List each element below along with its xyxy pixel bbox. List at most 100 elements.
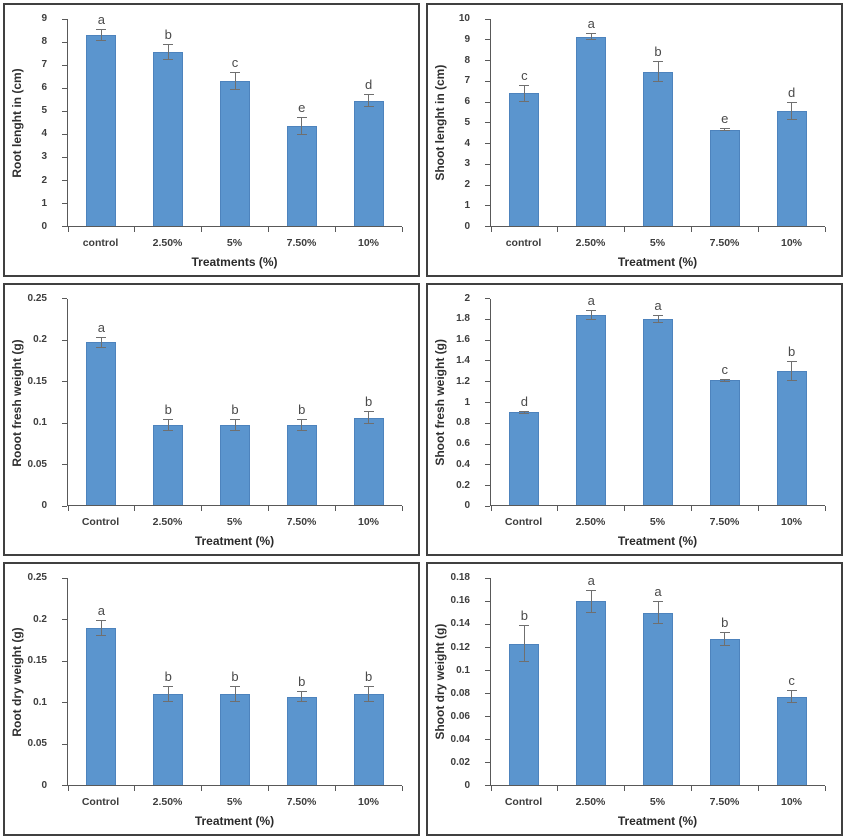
error-bar <box>162 419 174 431</box>
error-bar <box>585 33 597 40</box>
y-tick-mark <box>485 122 490 124</box>
error-bar-cap-top <box>296 116 307 118</box>
y-tick-label: 0.06 <box>450 710 470 722</box>
y-tick-label: 0.14 <box>450 618 470 630</box>
x-tick-mark <box>757 506 759 512</box>
error-bar <box>518 410 530 414</box>
error-bar-cap-top <box>586 589 597 591</box>
x-tick-mark <box>134 785 136 791</box>
error-bar-cap-top <box>653 601 663 603</box>
error-bar-cap-top <box>163 685 174 687</box>
significance-letter: a <box>587 293 595 309</box>
y-tick-mark <box>62 743 67 745</box>
y-tick-label: 0.8 <box>456 417 470 429</box>
x-tick-label: 5% <box>226 795 243 808</box>
x-tick-mark <box>824 226 826 232</box>
significance-letter: a <box>97 12 105 28</box>
significance-letter: d <box>364 76 373 92</box>
error-bar-cap-bottom <box>519 412 530 414</box>
bar-7-50 <box>709 380 740 506</box>
significance-letter: b <box>364 394 373 410</box>
y-tick-label: 0.15 <box>27 375 47 387</box>
x-tick-label: 7.50% <box>286 236 317 249</box>
y-tick-mark <box>485 402 490 403</box>
y-axis-tick-labels: 0 1 2 3 4 5 6 7 8 9 <box>5 13 57 232</box>
error-bar-cap-bottom <box>786 702 797 704</box>
error-bar-line <box>301 116 303 135</box>
y-tick-mark <box>485 670 490 672</box>
x-tick-mark <box>334 785 336 791</box>
bar-2-50 <box>576 315 607 506</box>
error-bar-cap-bottom <box>786 119 797 121</box>
error-bar <box>296 116 308 135</box>
error-bar-cap-top <box>296 690 307 692</box>
significance-letter: c <box>521 68 528 84</box>
y-tick-label: 0.2 <box>33 334 47 346</box>
significance-letter: c <box>788 672 795 688</box>
y-tick-label: 3 <box>41 151 47 163</box>
x-tick-mark <box>490 785 492 791</box>
error-bar-line <box>100 336 102 349</box>
y-tick-mark <box>485 205 490 207</box>
error-bar-cap-top <box>96 619 107 621</box>
x-tick-label: Control <box>504 795 543 808</box>
y-tick-label: 6 <box>41 82 47 94</box>
error-bar-line <box>234 419 236 431</box>
error-bar-cap-bottom <box>363 423 374 425</box>
x-tick-mark <box>134 226 136 232</box>
y-tick-label: 0.04 <box>450 733 470 745</box>
error-bar-cap-bottom <box>653 81 663 83</box>
y-tick-label: 0.1 <box>456 664 470 676</box>
error-bar <box>585 310 597 321</box>
y-tick-label: 0 <box>464 220 470 232</box>
y-tick-label: 9 <box>464 33 470 45</box>
error-bar-cap-bottom <box>653 623 663 625</box>
error-bar-cap-top <box>786 360 797 362</box>
y-axis-tick-labels: 0 0.2 0.4 0.6 0.8 1 1.2 1.4 1.6 1.8 2 <box>428 293 480 512</box>
bar-10 <box>776 110 807 226</box>
error-bar-cap-bottom <box>163 59 174 61</box>
error-bar-cap-top <box>719 378 730 380</box>
chart-panel-rooot-fresh-weight-g: Rooot fresh weight (g) 0 0.05 0.1 0.15 0.2 0.2… <box>3 282 420 557</box>
significance-letter: b <box>231 402 239 418</box>
error-bar-cap-top <box>96 336 107 338</box>
significance-letter: a <box>654 298 662 314</box>
y-tick-label: 8 <box>464 54 470 66</box>
error-bar-cap-bottom <box>96 635 107 637</box>
x-tick-label: control <box>82 236 119 249</box>
y-tick-label: 0.2 <box>456 479 470 491</box>
y-tick-mark <box>485 298 490 300</box>
y-tick-label: 5 <box>41 105 47 117</box>
error-bar-cap-bottom <box>719 380 730 382</box>
x-tick-mark <box>201 226 203 232</box>
y-tick-label: 0.18 <box>450 572 470 584</box>
bar-control <box>509 412 540 506</box>
x-axis-labels: Control 2.50% 5% 7.50% 10% <box>67 794 402 810</box>
x-axis-labels: Control 2.50% 5% 7.50% 10% <box>490 794 825 810</box>
error-bar <box>95 29 107 41</box>
x-tick-mark <box>334 226 336 232</box>
x-tick-label: 10% <box>357 516 379 529</box>
bar-5 <box>643 319 673 506</box>
error-bar-line <box>590 33 592 40</box>
bar-10 <box>776 696 807 785</box>
x-tick-mark <box>624 226 626 232</box>
y-tick-label: 10 <box>458 13 470 24</box>
error-bar <box>786 101 798 121</box>
significance-letter: a <box>97 319 105 335</box>
significance-letter: b <box>654 44 662 60</box>
y-tick-mark <box>62 226 67 228</box>
error-bar-cap-bottom <box>719 645 730 647</box>
error-bar-cap-top <box>519 410 530 412</box>
y-tick-mark <box>62 298 67 300</box>
bar-7-50 <box>709 129 740 226</box>
y-tick-label: 4 <box>41 128 47 140</box>
y-tick-mark <box>485 623 490 625</box>
error-bar <box>229 71 241 91</box>
significance-letter: c <box>721 361 729 377</box>
bar-2-50 <box>576 36 607 226</box>
x-tick-mark <box>201 785 203 791</box>
significance-letter: b <box>164 402 172 418</box>
y-tick-label: 0 <box>464 500 470 512</box>
x-tick-mark <box>557 785 559 791</box>
